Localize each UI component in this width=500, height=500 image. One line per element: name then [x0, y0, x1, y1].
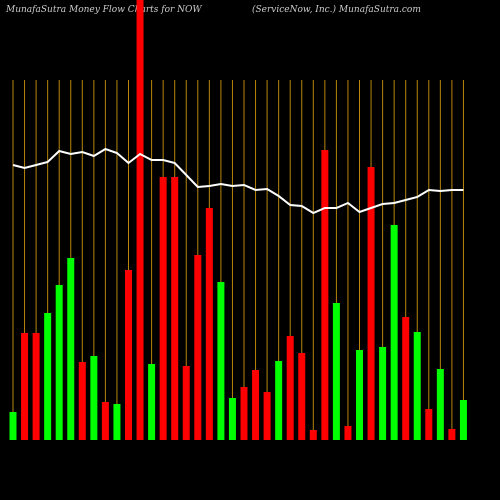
bar	[252, 370, 260, 440]
bar	[344, 426, 352, 440]
bar	[136, 0, 144, 440]
bar	[55, 285, 63, 440]
money-flow-line	[12, 147, 464, 215]
bar	[125, 270, 132, 440]
bar	[390, 225, 398, 440]
bar	[275, 361, 283, 440]
bar	[367, 167, 375, 440]
bar	[309, 430, 317, 440]
bar	[67, 258, 75, 440]
bar	[159, 177, 167, 440]
bar	[425, 409, 433, 440]
bar	[171, 177, 179, 440]
bar	[21, 333, 29, 440]
bar	[436, 369, 444, 440]
bar	[240, 387, 248, 440]
bar	[44, 313, 52, 440]
bar	[413, 332, 421, 440]
bar	[217, 282, 225, 440]
chart-subtitle: (ServiceNow, Inc.) MunafaSutra.com	[252, 4, 421, 15]
bar	[321, 150, 329, 440]
bar	[448, 429, 456, 440]
bar	[379, 347, 387, 440]
bar	[78, 362, 86, 440]
bar	[90, 356, 98, 440]
bar	[402, 317, 410, 440]
bar	[205, 208, 213, 440]
bar	[356, 350, 363, 440]
bar	[263, 392, 271, 440]
bar	[32, 333, 40, 440]
chart-title: MunafaSutra Money Flow Charts for NOW	[5, 5, 202, 15]
bar	[182, 366, 190, 440]
bar	[9, 412, 17, 440]
bar	[228, 398, 236, 440]
bar	[332, 303, 340, 440]
bar	[298, 353, 306, 440]
bar	[194, 255, 202, 440]
bar	[286, 336, 294, 440]
bar	[148, 364, 156, 440]
bar	[459, 400, 467, 440]
bar	[101, 402, 109, 440]
bar	[113, 404, 121, 440]
